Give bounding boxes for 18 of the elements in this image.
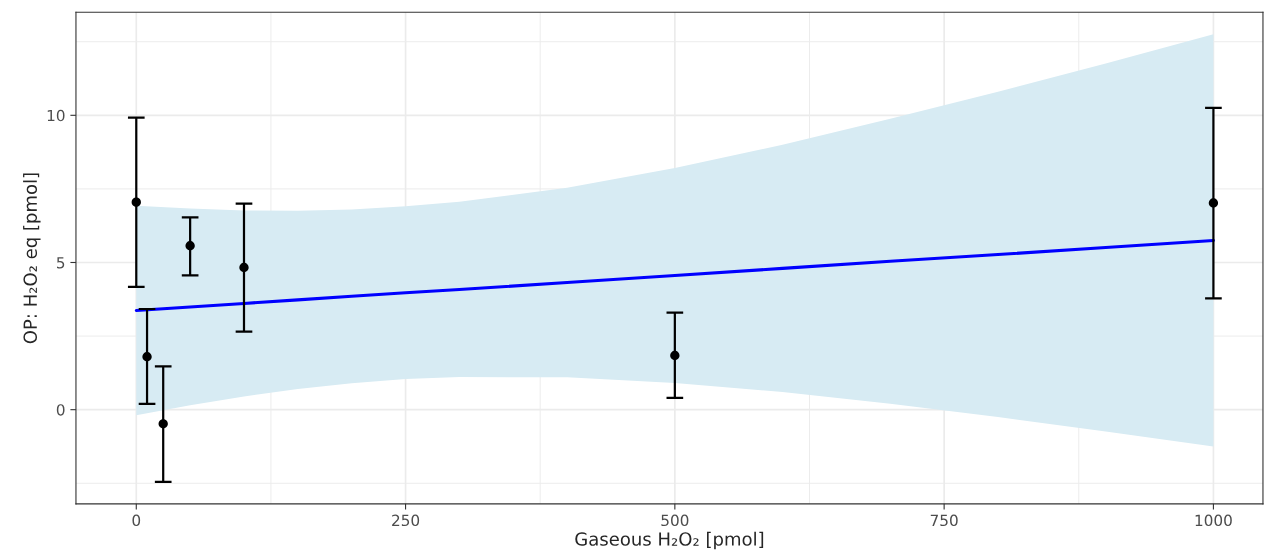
- point: [670, 350, 680, 361]
- point: [239, 262, 249, 273]
- x-tick-label: 1000: [1195, 514, 1232, 527]
- x-tick-label: 500: [661, 514, 689, 527]
- point: [158, 419, 168, 429]
- x-tick-label: 250: [392, 514, 420, 527]
- x-tick-label: 0: [132, 514, 141, 527]
- x-axis-title: Gaseous H₂O₂ [pmol]: [575, 531, 764, 550]
- point: [185, 241, 195, 251]
- point: [142, 352, 152, 362]
- y-tick-label: 10: [47, 109, 65, 122]
- y-axis-title: OP: H₂O₂ eq [pmol]: [23, 173, 41, 344]
- point: [1208, 198, 1219, 208]
- line-series: [134, 238, 1215, 312]
- point: [131, 197, 141, 207]
- y-tick-label: 5: [57, 257, 65, 269]
- y-tick-label: 0: [56, 404, 65, 416]
- x-tick-label: 750: [930, 514, 958, 527]
